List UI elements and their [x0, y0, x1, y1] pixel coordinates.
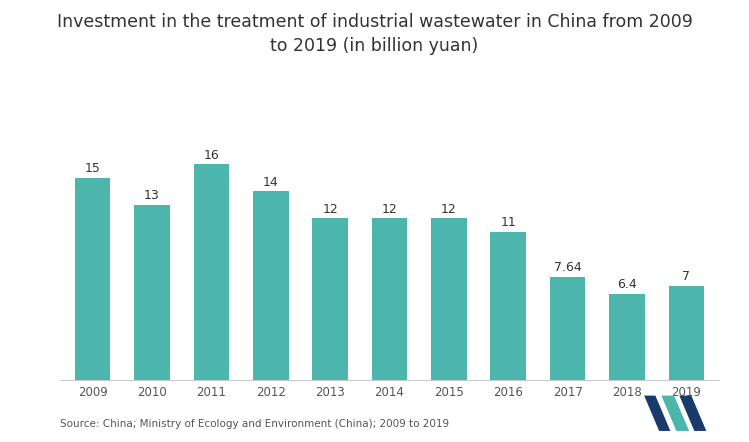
- Bar: [134, 205, 170, 380]
- Bar: [193, 164, 229, 380]
- Bar: [75, 178, 110, 380]
- Text: 12: 12: [322, 202, 338, 216]
- Text: 12: 12: [441, 202, 457, 216]
- Text: 15: 15: [85, 162, 100, 175]
- Bar: [253, 191, 288, 380]
- Text: 14: 14: [263, 175, 279, 189]
- Bar: [312, 218, 348, 380]
- Bar: [431, 218, 467, 380]
- Text: Source: China; Ministry of Ecology and Environment (China); 2009 to 2019: Source: China; Ministry of Ecology and E…: [60, 419, 449, 429]
- Bar: [609, 294, 645, 380]
- Polygon shape: [661, 396, 689, 431]
- Text: Investment in the treatment of industrial wastewater in China from 2009
to 2019 : Investment in the treatment of industria…: [57, 13, 692, 55]
- Text: 12: 12: [381, 202, 398, 216]
- Polygon shape: [644, 396, 670, 431]
- Text: 16: 16: [204, 149, 219, 161]
- Text: 13: 13: [144, 189, 160, 202]
- Bar: [372, 218, 407, 380]
- Text: 11: 11: [500, 216, 516, 229]
- Text: 6.4: 6.4: [617, 278, 637, 291]
- Text: 7.64: 7.64: [554, 261, 581, 274]
- Polygon shape: [679, 396, 706, 431]
- Text: 7: 7: [682, 270, 691, 283]
- Bar: [669, 286, 704, 380]
- Bar: [550, 277, 586, 380]
- Bar: [491, 232, 526, 380]
